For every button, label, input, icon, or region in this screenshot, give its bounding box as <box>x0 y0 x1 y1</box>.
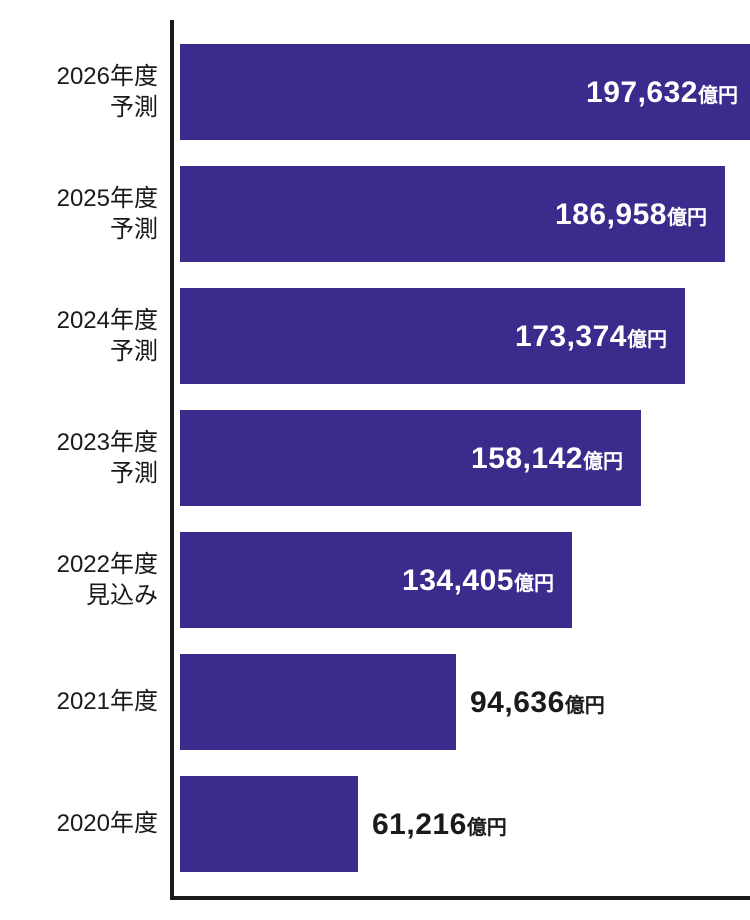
value-label: 186,958億円 <box>555 198 707 232</box>
value-unit: 億円 <box>565 695 605 717</box>
bar <box>180 654 456 750</box>
x-axis-line <box>170 896 750 900</box>
value-label: 61,216億円 <box>372 808 507 842</box>
y-axis-label-line2: 見込み <box>57 580 158 611</box>
y-axis-label-line2: 予測 <box>57 92 158 123</box>
value-unit: 億円 <box>627 329 667 351</box>
value-label: 134,405億円 <box>402 564 554 598</box>
value-number: 134,405 <box>402 564 514 597</box>
value-label: 94,636億円 <box>470 686 605 720</box>
y-axis-line <box>170 20 174 900</box>
value-number: 173,374 <box>515 320 627 353</box>
y-axis-label: 2023年度予測 <box>57 427 158 489</box>
y-axis-label-line1: 2020年度 <box>57 808 158 839</box>
value-number: 158,142 <box>471 442 583 475</box>
y-axis-label: 2024年度予測 <box>57 305 158 367</box>
y-axis-label-line1: 2021年度 <box>57 686 158 717</box>
value-number: 186,958 <box>555 198 667 231</box>
y-axis-label-line2: 予測 <box>57 214 158 245</box>
bar <box>180 776 358 872</box>
y-axis-label-line1: 2024年度 <box>57 305 158 336</box>
y-axis-label: 2025年度予測 <box>57 183 158 245</box>
value-label: 197,632億円 <box>586 76 738 110</box>
y-axis-label-line2: 予測 <box>57 458 158 489</box>
value-unit: 億円 <box>467 817 507 839</box>
value-unit: 億円 <box>667 207 707 229</box>
y-axis-label: 2020年度 <box>57 808 158 839</box>
value-label: 158,142億円 <box>471 442 623 476</box>
value-number: 94,636 <box>470 686 565 719</box>
y-axis-label-line1: 2026年度 <box>57 61 158 92</box>
value-number: 61,216 <box>372 808 467 841</box>
y-axis-label-line1: 2023年度 <box>57 427 158 458</box>
y-axis-label: 2022年度見込み <box>57 549 158 611</box>
y-axis-label: 2026年度予測 <box>57 61 158 123</box>
horizontal-bar-chart: 2026年度予測197,632億円2025年度予測186,958億円2024年度… <box>0 20 750 900</box>
value-number: 197,632 <box>586 76 698 109</box>
y-axis-label-line1: 2022年度 <box>57 549 158 580</box>
y-axis-label-line1: 2025年度 <box>57 183 158 214</box>
value-label: 173,374億円 <box>515 320 667 354</box>
y-axis-label: 2021年度 <box>57 686 158 717</box>
value-unit: 億円 <box>514 573 554 595</box>
value-unit: 億円 <box>583 451 623 473</box>
y-axis-label-line2: 予測 <box>57 336 158 367</box>
value-unit: 億円 <box>698 85 738 107</box>
